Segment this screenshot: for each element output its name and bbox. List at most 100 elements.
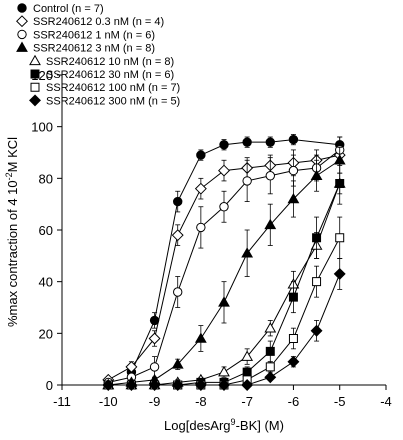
legend-item: SSR240612 1 nM (n = 6) <box>17 29 155 41</box>
legend-item: Control (n = 7) <box>17 3 104 15</box>
legend-item: SSR240612 0.3 nM (n = 4) <box>16 15 164 28</box>
x-tick-label: -6 <box>288 394 300 409</box>
x-tick-label: -9 <box>149 394 161 409</box>
x-tick-label: -8 <box>195 394 207 409</box>
data-point <box>171 358 184 369</box>
data-point <box>219 140 229 150</box>
legend-label: SSR240612 10 nM (n = 8) <box>46 56 174 68</box>
legend: Control (n = 7)SSR240612 0.3 nM (n = 4)S… <box>16 3 180 107</box>
data-point <box>335 233 345 243</box>
legend-marker <box>17 3 27 13</box>
data-point <box>265 137 275 147</box>
data-point <box>312 277 322 287</box>
data-point <box>242 367 252 377</box>
legend-label: SSR240612 100 nM (n = 7) <box>46 82 180 94</box>
y-axis-title: %max contraction of 4 10-2M KCl <box>4 137 20 327</box>
data-point <box>265 171 275 181</box>
series-layer <box>102 134 346 391</box>
series-1 <box>126 134 345 377</box>
legend-marker <box>30 69 40 79</box>
data-point <box>171 229 184 242</box>
x-axis-title-unit: -BK] (M) <box>236 418 284 433</box>
legend-item: SSR240612 10 nM (n = 8) <box>29 54 174 68</box>
y-axis-title-superscript: -2 <box>4 172 14 180</box>
x-axis-title-superscript: 9 <box>231 417 236 427</box>
data-point <box>312 233 322 243</box>
y-tick-label: 0 <box>46 378 53 393</box>
series-4 <box>102 146 346 390</box>
legend-marker <box>17 29 27 40</box>
legend-label: SSR240612 30 nM (n = 6) <box>46 69 174 81</box>
y-tick-label: 40 <box>39 275 53 290</box>
legend-marker <box>29 94 41 107</box>
data-point <box>287 355 300 368</box>
data-point <box>219 202 229 212</box>
legend-label: Control (n = 7) <box>33 3 104 15</box>
series-2 <box>102 144 346 386</box>
legend-label: SSR240612 1 nM (n = 6) <box>33 29 155 41</box>
y-tick-label: 100 <box>31 120 53 135</box>
legend-marker <box>16 41 28 52</box>
y-axis-title-main: %max contraction of 4 10 <box>5 180 20 327</box>
x-tick-label: -11 <box>53 394 71 409</box>
legend-marker <box>29 54 41 66</box>
legend-item: SSR240612 300 nM (n = 5) <box>29 94 180 107</box>
data-point <box>264 218 277 230</box>
x-tick-label: -10 <box>99 394 118 409</box>
data-point <box>241 247 254 258</box>
data-point <box>288 334 298 343</box>
data-point <box>148 332 161 345</box>
data-point <box>125 379 138 391</box>
data-point <box>218 164 230 177</box>
y-tick-label: 80 <box>39 171 53 186</box>
data-point <box>242 176 252 186</box>
y-tick-label: 60 <box>39 223 53 238</box>
data-point <box>102 379 115 391</box>
data-point <box>310 324 323 337</box>
data-point <box>288 292 298 302</box>
data-point <box>173 287 183 297</box>
data-point <box>148 379 161 391</box>
legend-label: SSR240612 300 nM (n = 5) <box>46 95 180 107</box>
data-point <box>264 322 277 333</box>
data-point <box>218 366 230 377</box>
data-point <box>241 350 254 361</box>
data-point <box>194 379 207 391</box>
series-line <box>130 139 340 373</box>
y-axis-title-unit: M KCl <box>5 137 20 173</box>
data-point <box>218 296 230 307</box>
x-tick-label: -7 <box>241 394 253 409</box>
data-point <box>171 379 184 391</box>
x-tick-label: -4 <box>380 394 392 409</box>
legend-marker <box>30 82 40 92</box>
data-point <box>265 362 275 372</box>
legend-label: SSR240612 3 nM (n = 8) <box>33 43 155 55</box>
data-point <box>194 332 207 343</box>
data-point <box>333 267 346 280</box>
x-tick-label: -5 <box>334 394 346 409</box>
data-point <box>218 379 230 391</box>
series-8 <box>102 258 346 391</box>
data-point <box>241 379 254 391</box>
data-point <box>149 362 160 372</box>
legend-label: SSR240612 0.3 nM (n = 4) <box>33 16 164 28</box>
data-point <box>264 371 277 384</box>
x-axis-title-main: Log[desArg <box>164 418 231 433</box>
data-point <box>265 346 275 356</box>
data-point <box>196 222 206 233</box>
legend-item: SSR240612 30 nM (n = 6) <box>30 69 174 81</box>
data-point <box>287 192 300 204</box>
data-point <box>335 179 345 188</box>
data-point <box>288 165 299 176</box>
legend-item: SSR240612 3 nM (n = 8) <box>16 41 155 55</box>
legend-marker <box>16 15 28 28</box>
legend-item: SSR240612 100 nM (n = 7) <box>30 82 180 94</box>
data-point <box>288 134 299 145</box>
data-point <box>194 182 207 195</box>
data-point <box>173 196 183 207</box>
y-tick-label: 20 <box>39 326 53 341</box>
x-axis-title: Log[desArg9-BK] (M) <box>164 417 284 433</box>
data-point <box>196 150 206 160</box>
data-point <box>242 137 252 147</box>
